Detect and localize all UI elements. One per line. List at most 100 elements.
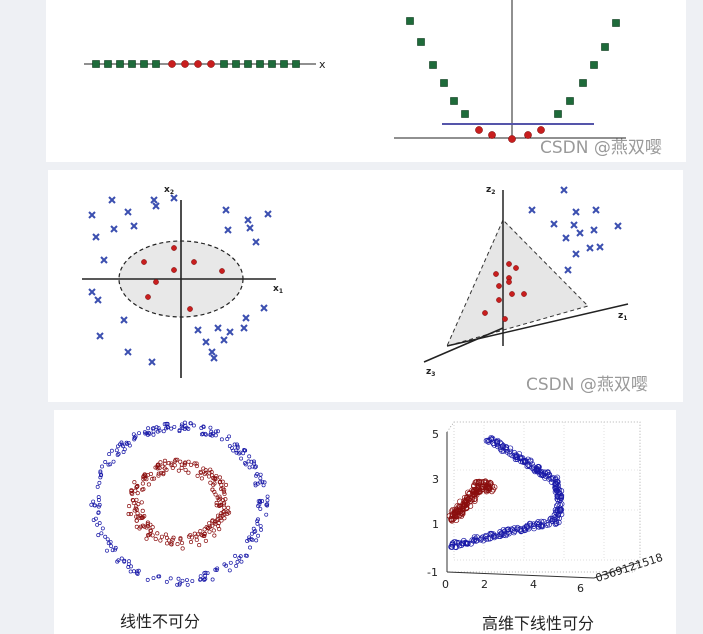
blue-cross — [576, 229, 584, 237]
ring-point — [89, 502, 94, 507]
cross-stroke — [120, 316, 128, 324]
ring-point — [544, 522, 550, 528]
ring-point — [552, 521, 559, 527]
ring-point — [525, 462, 532, 469]
ring-point — [255, 521, 260, 526]
ring-point — [199, 426, 204, 430]
ring-point — [555, 485, 561, 492]
cross-stroke — [260, 304, 268, 312]
ring-point — [204, 525, 209, 530]
ring-point — [164, 579, 169, 584]
ring-point — [235, 444, 240, 449]
cross-stroke — [614, 222, 622, 230]
cross-stroke — [124, 348, 132, 356]
ring-point — [541, 469, 548, 476]
ring-point — [134, 514, 139, 519]
ring-point — [226, 505, 231, 510]
ring-point — [553, 520, 560, 526]
red-dot — [207, 60, 215, 68]
ring-point — [556, 497, 563, 504]
ring-point — [178, 459, 183, 464]
ring-point — [494, 441, 501, 448]
green-square — [140, 60, 148, 68]
cross-stroke — [150, 196, 158, 204]
ring-point — [514, 454, 520, 460]
ring-point — [169, 542, 174, 547]
ring-point — [242, 461, 247, 466]
ring-point — [526, 463, 533, 470]
cross-stroke — [596, 243, 604, 251]
blue-cross — [246, 224, 254, 232]
ring-point — [500, 532, 507, 539]
blue-cross — [120, 316, 128, 324]
ring-point — [203, 538, 208, 543]
ring-point — [530, 521, 537, 528]
cross-stroke — [576, 229, 584, 237]
panel-1d-svg: x — [84, 0, 626, 143]
blue-cross — [152, 202, 160, 210]
ring-point — [464, 540, 471, 547]
ring-point — [235, 559, 240, 564]
blue-cross — [550, 220, 558, 228]
ring-point — [241, 451, 246, 456]
ring-point — [250, 464, 255, 469]
ring-point — [555, 519, 562, 526]
ring-point — [148, 471, 153, 477]
blue-cross — [220, 336, 228, 344]
ring-point — [558, 501, 565, 507]
blue-cross — [244, 216, 252, 224]
ring-point — [198, 529, 203, 534]
red-dot — [493, 271, 499, 277]
ring-point — [517, 526, 524, 532]
ring-point — [136, 502, 141, 507]
ring-point — [213, 477, 218, 482]
cross-stroke — [92, 233, 100, 241]
ring-point — [473, 478, 480, 485]
ring-point — [140, 481, 145, 486]
ring-point — [146, 482, 151, 487]
green-square — [566, 97, 574, 105]
ring-point — [91, 518, 96, 522]
ring-point — [129, 489, 134, 494]
cross-stroke — [88, 288, 96, 296]
ring-point — [188, 462, 194, 467]
ring-point — [164, 421, 169, 426]
red-dot — [141, 259, 147, 265]
cross-stroke — [592, 206, 600, 214]
ring-point — [96, 533, 101, 538]
cross-stroke — [202, 338, 210, 346]
ring-point — [131, 569, 136, 574]
ring-point — [203, 470, 209, 475]
cross-stroke — [226, 328, 234, 336]
ring-point — [93, 503, 98, 508]
ring-point — [166, 538, 171, 543]
ring-point — [538, 523, 544, 530]
ring-point — [103, 460, 108, 464]
ring-point — [128, 569, 133, 574]
cross-stroke — [108, 196, 116, 204]
ring-point — [125, 442, 130, 447]
ring-point — [482, 479, 489, 486]
red-dot — [475, 126, 483, 134]
ring-point — [217, 475, 223, 480]
ring-point — [176, 576, 181, 581]
ring-point — [132, 480, 137, 485]
ring-point — [498, 530, 505, 536]
ring-point — [248, 545, 252, 550]
ring-point — [172, 463, 177, 468]
ring-point — [157, 428, 162, 433]
ring-point — [186, 459, 191, 464]
ring-point — [164, 467, 169, 472]
ring-point — [252, 461, 256, 466]
ring-point — [258, 476, 263, 481]
ring-point — [127, 504, 132, 509]
green-square — [280, 60, 288, 68]
ring-point — [135, 484, 140, 489]
ring-point — [143, 473, 148, 478]
red-dot — [171, 267, 177, 273]
panel-kernel-svg: x1 x2 z2 z1 z3 — [82, 185, 629, 378]
ring-point — [534, 467, 540, 474]
ring-point — [260, 479, 265, 484]
ring-point — [465, 489, 471, 496]
ring-point — [139, 500, 144, 505]
